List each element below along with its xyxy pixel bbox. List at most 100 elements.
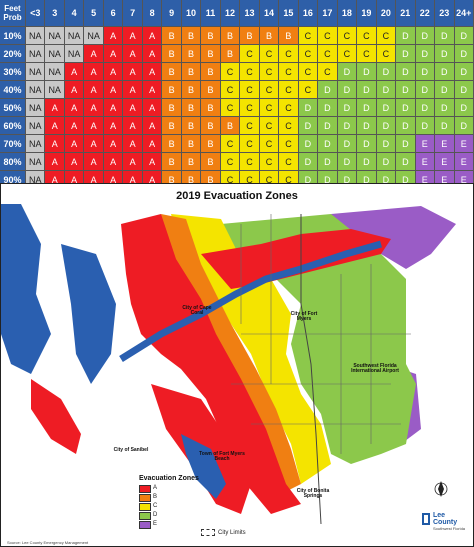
column-header: 21 bbox=[396, 0, 416, 27]
legend-label: E bbox=[153, 521, 158, 527]
zone-cell: C bbox=[376, 27, 397, 45]
zone-cell: D bbox=[357, 117, 377, 135]
zone-cell: D bbox=[415, 27, 436, 45]
zone-cell: C bbox=[376, 45, 397, 63]
zone-cell: NA bbox=[26, 135, 46, 153]
zone-cell: C bbox=[240, 81, 260, 99]
map-graphic bbox=[1, 204, 456, 525]
zone-cell: C bbox=[298, 45, 319, 63]
zone-cell: A bbox=[103, 45, 124, 63]
zone-cell: A bbox=[123, 153, 143, 171]
column-header: 3 bbox=[45, 0, 65, 27]
zone-cell: B bbox=[162, 135, 182, 153]
zone-a-area bbox=[201, 229, 391, 289]
zone-cell: A bbox=[45, 135, 65, 153]
column-header: 11 bbox=[201, 0, 221, 27]
row-probability: 20% bbox=[0, 45, 26, 63]
table-row: 20% NA NA NA A A A A B B B B C C C C C C C C D D D D bbox=[0, 45, 474, 63]
zone-cell: D bbox=[435, 99, 455, 117]
zone-cell: B bbox=[240, 27, 260, 45]
label-sanibel: City of Sanibel bbox=[113, 447, 149, 453]
zone-cell: D bbox=[415, 63, 436, 81]
zone-cell: D bbox=[337, 99, 358, 117]
corner-feet-label: Feet bbox=[4, 4, 21, 13]
zone-cell: B bbox=[162, 63, 182, 81]
zone-cell: D bbox=[318, 153, 338, 171]
zone-cell: A bbox=[45, 99, 65, 117]
column-header: 17 bbox=[318, 0, 338, 27]
zone-cell: D bbox=[357, 153, 377, 171]
table-header-row: Feet Prob <3 3 4 5 6 7 8 9 10 11 12 13 14 15 16 17 18 19 20 2… bbox=[0, 0, 474, 27]
zone-cell: C bbox=[298, 27, 319, 45]
zone-cell: B bbox=[201, 63, 221, 81]
zone-cell: D bbox=[396, 99, 416, 117]
zone-cell: A bbox=[123, 45, 143, 63]
zone-cell: B bbox=[181, 45, 202, 63]
column-header: 18 bbox=[337, 0, 358, 27]
zone-cell: NA bbox=[26, 153, 46, 171]
zone-cell: C bbox=[240, 63, 260, 81]
zone-cell: NA bbox=[26, 45, 46, 63]
legend-label: A bbox=[153, 485, 158, 491]
zone-cell: B bbox=[201, 81, 221, 99]
zone-cell: D bbox=[435, 117, 455, 135]
zone-cell: A bbox=[142, 117, 163, 135]
zone-cell: D bbox=[376, 63, 397, 81]
zone-a-area bbox=[31, 379, 81, 454]
legend-swatch bbox=[139, 503, 151, 511]
zone-cell: NA bbox=[84, 27, 104, 45]
zone-cell: C bbox=[259, 63, 280, 81]
zone-cell: C bbox=[240, 153, 260, 171]
zone-a-area bbox=[121, 214, 301, 514]
zone-cell: B bbox=[201, 135, 221, 153]
zone-cell: NA bbox=[45, 45, 65, 63]
zone-cell: NA bbox=[45, 27, 65, 45]
zone-cell: B bbox=[162, 99, 182, 117]
zone-cell: E bbox=[454, 135, 474, 153]
zone-cell: D bbox=[454, 27, 474, 45]
zone-cell: B bbox=[279, 27, 299, 45]
zone-cell: A bbox=[142, 153, 163, 171]
zone-cell: A bbox=[84, 117, 104, 135]
legend-title: Evacuation Zones bbox=[139, 475, 199, 482]
zone-cell: D bbox=[415, 117, 436, 135]
zone-cell: D bbox=[376, 117, 397, 135]
column-header: 22 bbox=[415, 0, 436, 27]
zone-cell: D bbox=[415, 45, 436, 63]
zone-cell: C bbox=[357, 27, 377, 45]
zone-cell: C bbox=[240, 45, 260, 63]
zone-cell: E bbox=[435, 153, 455, 171]
column-header: <3 bbox=[26, 0, 46, 27]
zone-cell: A bbox=[123, 117, 143, 135]
zone-cell: C bbox=[337, 27, 358, 45]
zone-cell: B bbox=[162, 153, 182, 171]
zone-cell: D bbox=[298, 99, 319, 117]
zone-cell: A bbox=[64, 153, 85, 171]
pine-island-sound bbox=[61, 244, 116, 384]
column-header: 24+ bbox=[454, 0, 474, 27]
zone-cell: C bbox=[240, 117, 260, 135]
zone-cell: D bbox=[318, 99, 338, 117]
zone-cell: A bbox=[103, 27, 124, 45]
zone-cell: B bbox=[220, 45, 241, 63]
zone-cell: D bbox=[415, 99, 436, 117]
zone-cell: D bbox=[415, 81, 436, 99]
zone-cell: C bbox=[220, 81, 241, 99]
zone-cell: D bbox=[454, 99, 474, 117]
zone-cell: B bbox=[181, 99, 202, 117]
column-header: 14 bbox=[259, 0, 280, 27]
legend-swatch bbox=[139, 485, 151, 493]
zone-cell: D bbox=[337, 63, 358, 81]
map-source: Source: Lee County Emergency Management bbox=[7, 540, 89, 545]
zone-cell: D bbox=[337, 81, 358, 99]
legend-item: E bbox=[139, 520, 219, 529]
table-row: 40% NA NA A A A A A B B B C C C C C D D D D D D D D bbox=[0, 81, 474, 99]
zone-cell: B bbox=[220, 117, 241, 135]
column-header: 6 bbox=[103, 0, 124, 27]
zone-cell: C bbox=[279, 153, 299, 171]
zone-cell: B bbox=[181, 135, 202, 153]
zone-cell: A bbox=[45, 117, 65, 135]
zone-cell: NA bbox=[45, 63, 65, 81]
legend-item: B bbox=[139, 493, 219, 502]
zone-cell: A bbox=[84, 45, 104, 63]
